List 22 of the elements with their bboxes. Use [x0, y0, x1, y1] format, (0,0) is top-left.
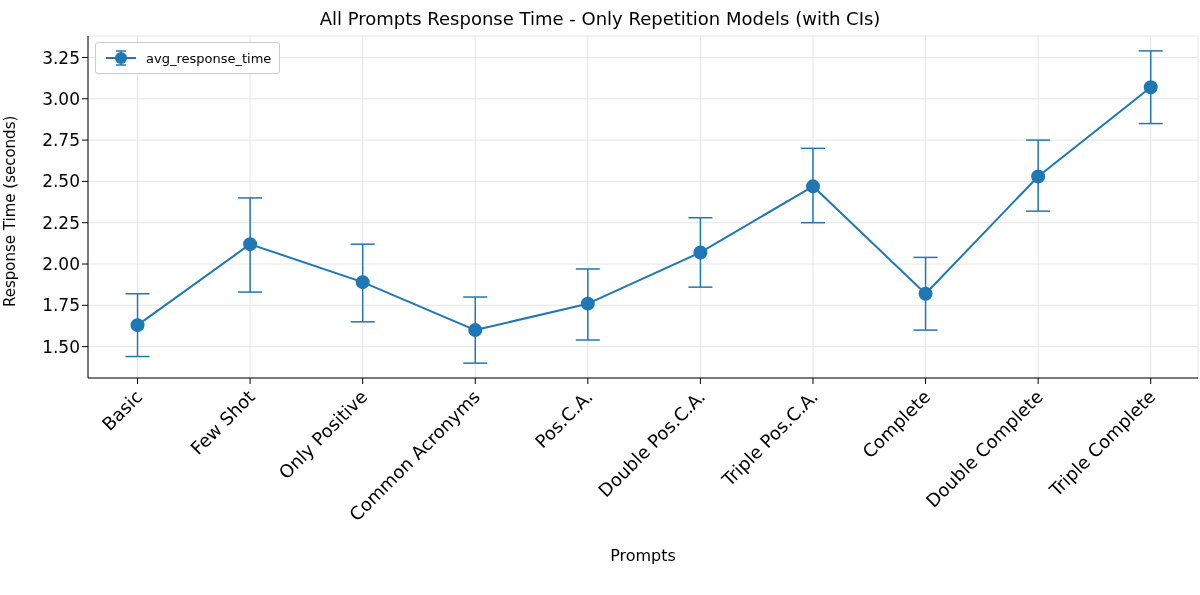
y-tick-label: 1.50	[42, 336, 80, 357]
y-tick-label: 2.00	[42, 254, 80, 275]
x-axis-title: Prompts	[610, 546, 676, 565]
chart-title: All Prompts Response Time - Only Repetition Models (with CIs)	[318, 8, 882, 29]
point	[918, 286, 933, 301]
y-tick-label: 2.75	[42, 130, 80, 151]
point	[580, 296, 595, 311]
y-tick-label: 2.50	[42, 171, 80, 192]
point	[1031, 169, 1046, 184]
point	[130, 318, 145, 333]
point	[243, 237, 258, 252]
point	[1143, 80, 1158, 95]
legend-label: avg_response_time	[146, 50, 272, 66]
point	[355, 275, 370, 290]
y-tick-label: 3.00	[42, 88, 80, 109]
y-axis-title: Response Time (seconds)	[1, 115, 20, 307]
point	[805, 179, 820, 194]
point	[468, 323, 483, 338]
y-tick-label: 2.25	[42, 212, 80, 233]
y-tick-label: 1.75	[42, 295, 80, 316]
point	[693, 245, 708, 260]
y-tick-label: 3.25	[42, 47, 80, 68]
